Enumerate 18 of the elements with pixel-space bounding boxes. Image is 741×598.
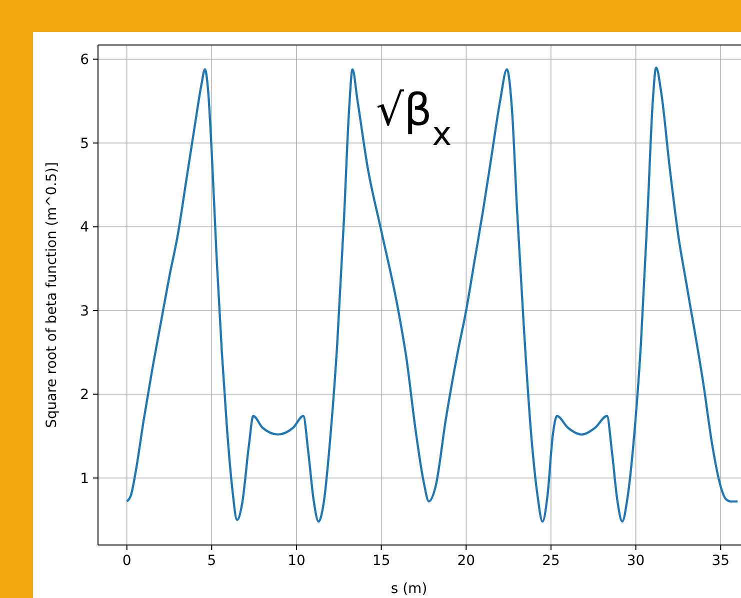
x-tick-label: 20 xyxy=(457,553,476,569)
x-tick-label: 0 xyxy=(122,553,132,569)
y-axis-title: Square root of beta function (m^0.5)] xyxy=(44,162,60,428)
y-tick-label: 1 xyxy=(80,471,89,487)
x-tick-label: 35 xyxy=(712,553,730,569)
x-tick-label: 5 xyxy=(207,553,216,569)
x-tick-label: 25 xyxy=(542,553,560,569)
annotation: √β$_{x}$ xyxy=(376,85,452,152)
x-tick-label: 10 xyxy=(288,553,306,569)
x-tick-label: 15 xyxy=(372,553,390,569)
y-tick-label: 4 xyxy=(80,220,90,236)
y-tick-label: 5 xyxy=(80,136,89,152)
y-tick-label: 2 xyxy=(80,387,89,404)
x-tick-label: 30 xyxy=(626,553,645,569)
y-tick-label: 3 xyxy=(80,303,89,320)
line-series xyxy=(126,66,739,523)
x-axis-title: s (m) xyxy=(390,581,428,597)
y-tick-label: 6 xyxy=(80,52,90,68)
